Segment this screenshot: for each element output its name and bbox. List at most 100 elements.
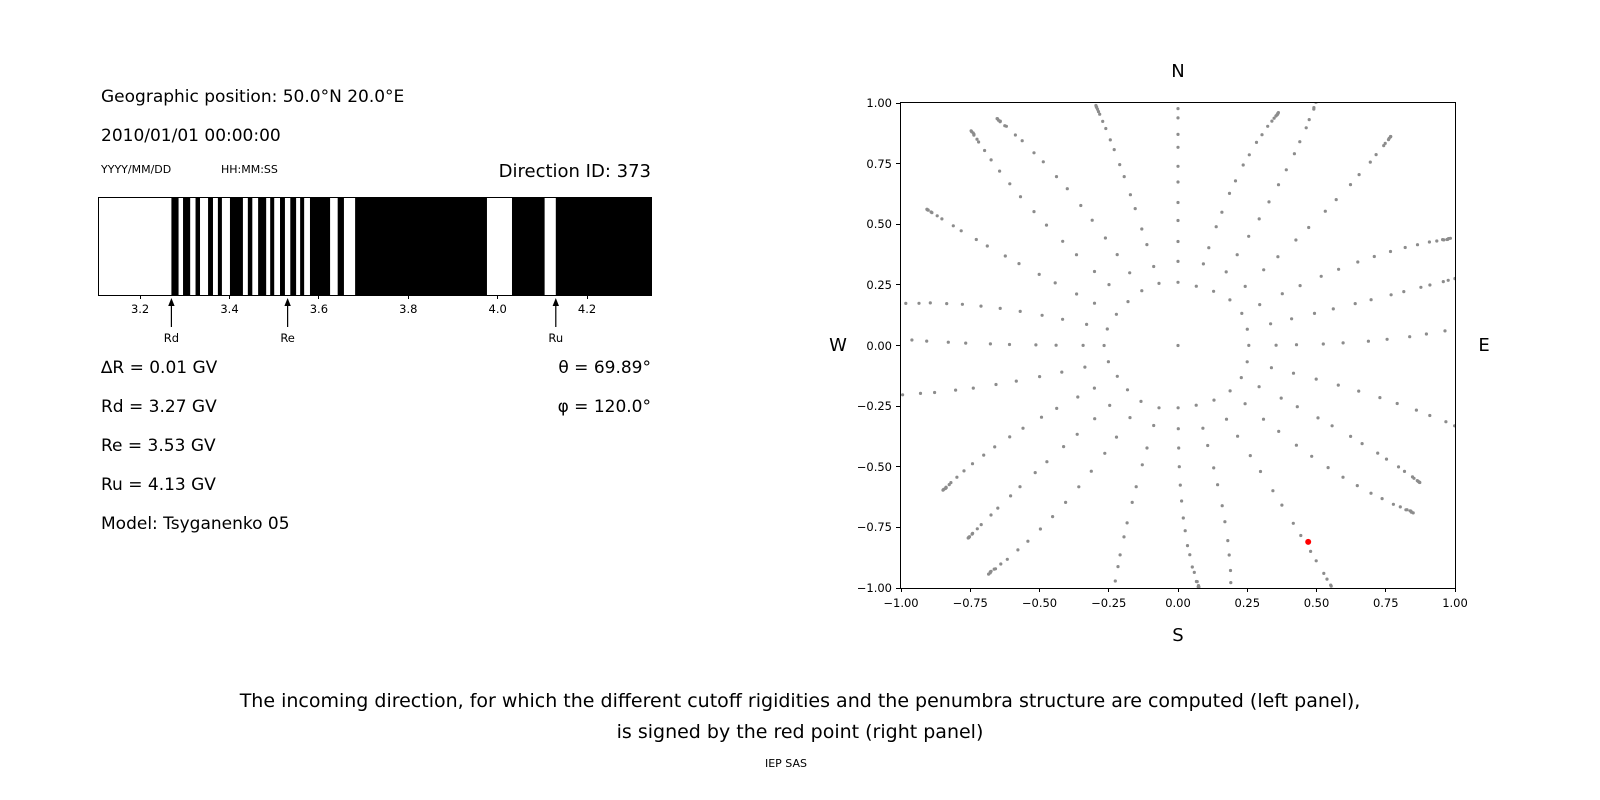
direction-dot bbox=[1372, 254, 1376, 259]
penumbra-bands bbox=[171, 198, 651, 295]
penumbra-tick-label: 4.0 bbox=[488, 302, 507, 316]
credit-text: IEP SAS bbox=[764, 757, 808, 770]
direction-dot bbox=[1248, 454, 1252, 458]
direction-dot bbox=[1115, 253, 1119, 257]
direction-dot bbox=[1021, 426, 1025, 430]
direction-dot bbox=[910, 338, 914, 342]
direction-dot bbox=[1357, 389, 1361, 393]
penumbra-tick-label: 3.8 bbox=[399, 302, 418, 316]
direction-dot bbox=[1145, 446, 1149, 450]
direction-dot bbox=[1304, 126, 1308, 130]
direction-dot bbox=[928, 301, 932, 305]
direction-dot bbox=[1176, 145, 1180, 149]
direction-dot bbox=[996, 506, 1000, 510]
direction-dot bbox=[1157, 406, 1161, 410]
direction-dot bbox=[1424, 332, 1428, 336]
direction-dot bbox=[1139, 399, 1143, 403]
direction-dot bbox=[1415, 243, 1420, 247]
direction-dot bbox=[1214, 225, 1218, 229]
direction-dot bbox=[1176, 259, 1180, 263]
direction-dot bbox=[998, 169, 1002, 173]
direction-dot bbox=[1118, 553, 1122, 557]
direction-dot bbox=[1092, 269, 1097, 274]
direction-dot bbox=[1176, 280, 1180, 284]
direction-dot bbox=[1009, 494, 1013, 498]
direction-dot bbox=[1054, 175, 1059, 179]
direction-dot bbox=[1391, 502, 1395, 506]
direction-dot bbox=[988, 342, 992, 346]
direction-dot bbox=[1284, 168, 1288, 172]
direction-dot bbox=[1312, 311, 1317, 315]
direction-dot bbox=[1125, 388, 1130, 392]
direction-dot bbox=[994, 382, 998, 387]
direction-dot bbox=[1104, 126, 1108, 131]
direction-dot bbox=[1257, 217, 1261, 221]
penumbra-band bbox=[280, 198, 285, 295]
direction-dot bbox=[1228, 568, 1233, 573]
direction-dot bbox=[1125, 521, 1129, 525]
penumbra-tick-mark bbox=[407, 295, 409, 299]
direction-dot bbox=[1228, 298, 1232, 302]
scatter-x-tick-mark bbox=[1039, 588, 1040, 592]
direction-dot bbox=[1448, 236, 1452, 240]
selected-direction-point bbox=[1305, 538, 1312, 545]
direction-dot bbox=[1176, 132, 1180, 136]
direction-dot bbox=[1064, 500, 1068, 504]
direction-dot bbox=[1190, 565, 1194, 569]
direction-dot bbox=[1336, 383, 1340, 387]
scatter-x-tick-label: 0.25 bbox=[1234, 596, 1261, 610]
direction-dot bbox=[971, 386, 975, 390]
penumbra-tick-label: 3.4 bbox=[220, 302, 239, 316]
direction-dot bbox=[1103, 451, 1107, 455]
penumbra-band bbox=[355, 198, 487, 295]
direction-dot bbox=[1408, 335, 1412, 339]
direction-dot bbox=[1266, 124, 1270, 128]
scatter-y-tick-mark bbox=[896, 587, 900, 589]
direction-dot bbox=[1294, 343, 1299, 347]
direction-scatter-plot bbox=[900, 102, 1456, 589]
direction-dot bbox=[1176, 218, 1180, 223]
direction-dot bbox=[1409, 509, 1413, 513]
direction-dot bbox=[1403, 245, 1407, 250]
direction-dot bbox=[1307, 118, 1311, 122]
direction-dot bbox=[1188, 553, 1192, 557]
direction-dot bbox=[1319, 274, 1323, 278]
direction-dot bbox=[1026, 539, 1030, 543]
direction-dot bbox=[1312, 106, 1316, 110]
direction-dot bbox=[1316, 416, 1320, 420]
direction-dot bbox=[999, 562, 1003, 566]
marker-arrow-head-icon bbox=[168, 298, 175, 306]
direction-dot bbox=[1092, 386, 1096, 390]
direction-dot bbox=[998, 306, 1002, 310]
direction-dot bbox=[1176, 116, 1180, 120]
direction-dot bbox=[1032, 151, 1036, 155]
datetime-text: 2010/01/01 00:00:00 bbox=[101, 126, 281, 146]
scatter-x-tick-mark bbox=[1177, 588, 1179, 592]
direction-dot bbox=[1061, 239, 1065, 243]
direction-dot bbox=[970, 532, 974, 536]
direction-dot bbox=[1113, 579, 1117, 583]
direction-dot bbox=[1033, 471, 1037, 475]
direction-dot bbox=[1258, 469, 1263, 474]
direction-dot bbox=[1039, 415, 1044, 419]
direction-dot bbox=[1094, 105, 1098, 109]
scatter-x-tick-label: 0.50 bbox=[1303, 596, 1330, 610]
direction-dot bbox=[1291, 521, 1295, 525]
direction-dot bbox=[1402, 469, 1407, 473]
direction-dot bbox=[1178, 483, 1182, 487]
direction-dot bbox=[1261, 417, 1266, 421]
penumbra-tick-mark bbox=[318, 295, 320, 299]
direction-dot bbox=[1267, 200, 1271, 204]
direction-id-text: Direction ID: 373 bbox=[498, 161, 651, 182]
cutoff-marker-label: Rd bbox=[163, 331, 180, 345]
direction-dot bbox=[947, 483, 951, 487]
direction-dot bbox=[904, 301, 908, 305]
direction-dot bbox=[1341, 341, 1345, 345]
cutoff-marker-label: Ru bbox=[548, 331, 564, 345]
direction-dot bbox=[1201, 262, 1205, 266]
scatter-y-tick-label: 0.00 bbox=[866, 338, 892, 353]
direction-dot bbox=[1443, 329, 1447, 333]
direction-dot bbox=[1233, 179, 1238, 183]
ru-value-text: Ru = 4.13 GV bbox=[101, 475, 216, 495]
